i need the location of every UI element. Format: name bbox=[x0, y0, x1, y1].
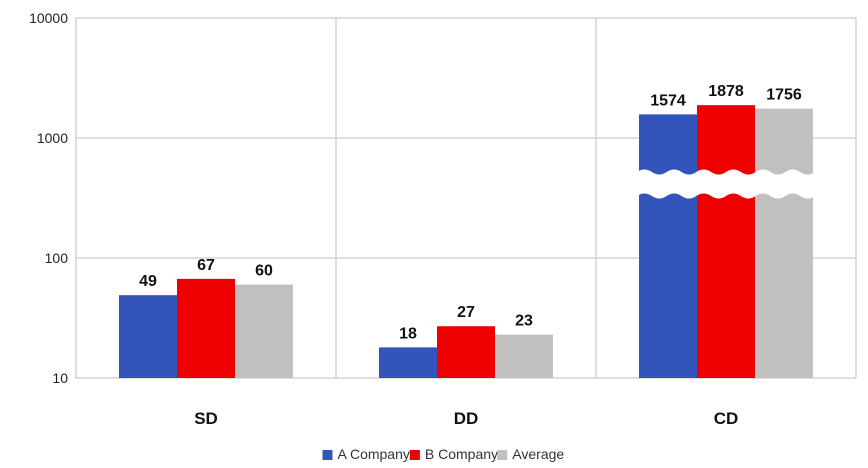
value-label: 1574 bbox=[650, 92, 686, 109]
y-axis-ticks: 10 100 1000 10000 bbox=[29, 10, 68, 386]
axis-break-mark bbox=[637, 169, 815, 199]
legend-swatch-a-company bbox=[322, 450, 333, 460]
legend-label-b-company: B Company bbox=[425, 446, 498, 462]
category-label-dd: DD bbox=[454, 409, 479, 428]
bar-dd-average bbox=[495, 334, 553, 378]
bar-dd-a-company bbox=[379, 347, 437, 378]
value-label: 27 bbox=[457, 304, 475, 321]
axis-break bbox=[637, 169, 815, 199]
value-label: 60 bbox=[255, 263, 273, 280]
bar-cd-b-company bbox=[697, 105, 755, 379]
bar-sd-average bbox=[235, 284, 293, 378]
legend-swatch-b-company bbox=[409, 450, 420, 460]
legend-label-average: Average bbox=[512, 446, 564, 462]
bar-cd-average bbox=[755, 108, 813, 379]
value-label: 1878 bbox=[708, 83, 744, 100]
y-tick-label: 1000 bbox=[37, 130, 68, 146]
category-label-cd: CD bbox=[714, 409, 739, 428]
value-label: 67 bbox=[197, 257, 215, 274]
bar-cd-a-company bbox=[639, 114, 697, 378]
bar-sd-b-company bbox=[177, 278, 235, 378]
y-tick-label: 100 bbox=[45, 250, 69, 266]
value-label: 1756 bbox=[766, 87, 802, 104]
value-labels: 49 67 60 18 27 23 1574 1878 1756 bbox=[139, 83, 802, 342]
value-label: 18 bbox=[399, 325, 417, 342]
y-tick-label: 10000 bbox=[29, 10, 68, 26]
legend: A Company B Company Average bbox=[322, 446, 564, 462]
value-label: 49 bbox=[139, 273, 157, 290]
bar-sd-a-company bbox=[119, 295, 177, 378]
x-axis-categories: SD DD CD bbox=[194, 409, 738, 428]
value-label: 23 bbox=[515, 313, 533, 330]
legend-label-a-company: A Company bbox=[338, 446, 410, 462]
y-tick-label: 10 bbox=[52, 370, 68, 386]
category-label-sd: SD bbox=[194, 409, 218, 428]
bars bbox=[119, 105, 813, 379]
legend-swatch-average bbox=[497, 450, 508, 460]
bar-dd-b-company bbox=[437, 326, 495, 378]
